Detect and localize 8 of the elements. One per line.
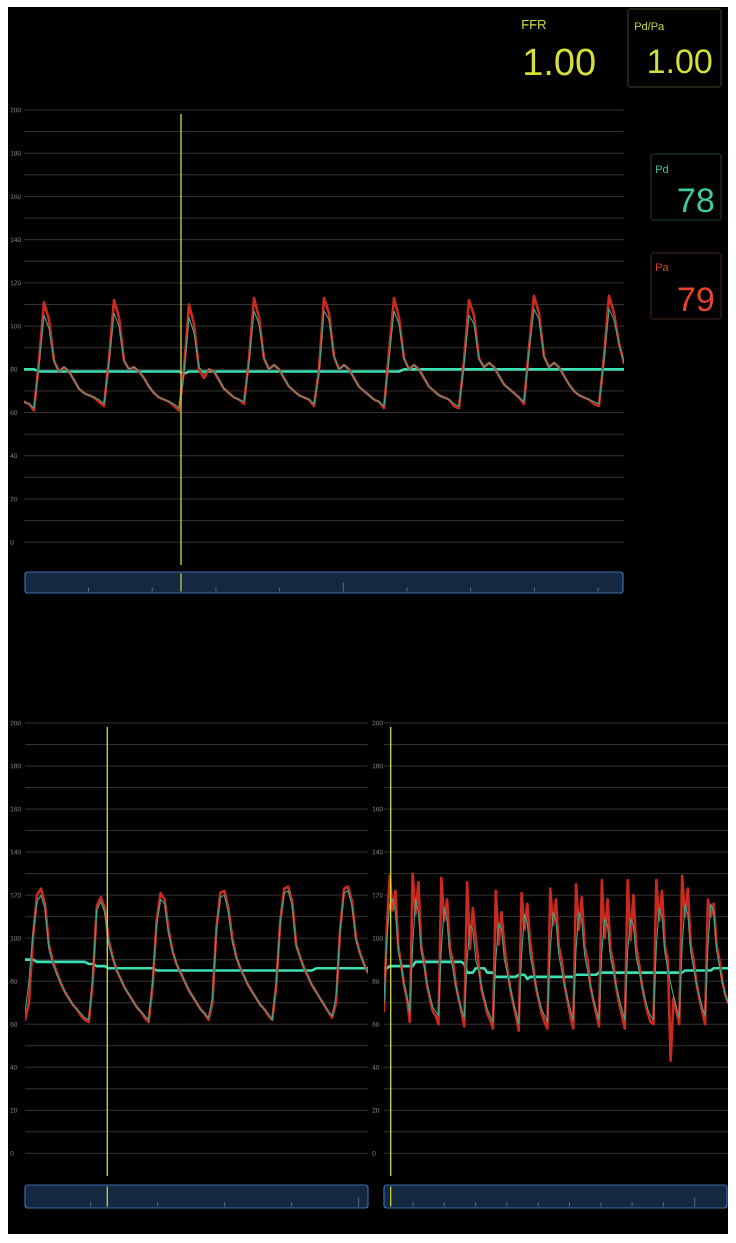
text: FFR: [522, 20, 546, 29]
text: Pd/Pa: [635, 22, 665, 31]
text: Pd: [656, 165, 668, 174]
text: 79: [678, 287, 714, 312]
text: Pa: [656, 263, 669, 272]
text: 1.00: [649, 49, 712, 74]
text: 1.00: [525, 48, 595, 76]
text: 78: [678, 188, 714, 213]
